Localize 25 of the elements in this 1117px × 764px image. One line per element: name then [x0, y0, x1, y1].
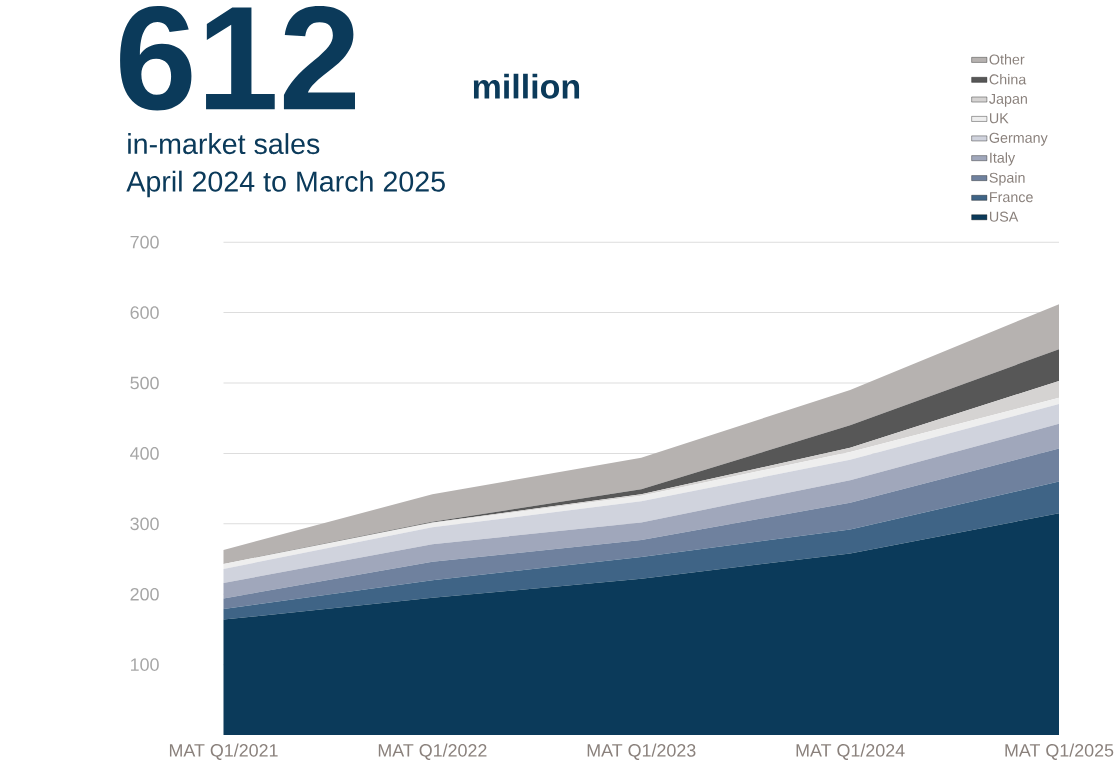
chart-title: 612 [120, 6, 355, 111]
x-tick-label: MAT Q1/2025 [1005, 743, 1114, 760]
legend-label: USA [989, 211, 1019, 222]
text: April 2024 to March 2025 [126, 170, 445, 198]
legend-label: Italy [990, 152, 1016, 166]
x-tick-label: MAT Q1/2024 [796, 743, 905, 760]
y-tick-label: 200 [130, 587, 159, 601]
y-tick-label: 600 [130, 306, 159, 319]
legend-label: Germany [989, 132, 1048, 146]
x-tick-label: MAT Q1/2022 [378, 743, 487, 760]
legend-label: UK [989, 113, 1009, 124]
text: in-market sales [128, 133, 320, 155]
legend-label: Other [989, 54, 1025, 65]
legend-label: China [989, 74, 1027, 85]
y-tick-label: 300 [130, 517, 159, 531]
legend-label: Spain [989, 172, 1025, 186]
x-tick-label: MAT Q1/2021 [169, 743, 278, 760]
x-tick-label: MAT Q1/2023 [587, 743, 696, 760]
y-tick-label: 700 [130, 235, 159, 249]
chart-subtitle: million [473, 73, 580, 99]
y-tick-label: 400 [130, 447, 159, 460]
legend-label: France [990, 192, 1033, 203]
y-tick-label: 100 [131, 658, 159, 672]
y-tick-label: 500 [130, 376, 159, 390]
legend-label: Japan [989, 93, 1027, 107]
